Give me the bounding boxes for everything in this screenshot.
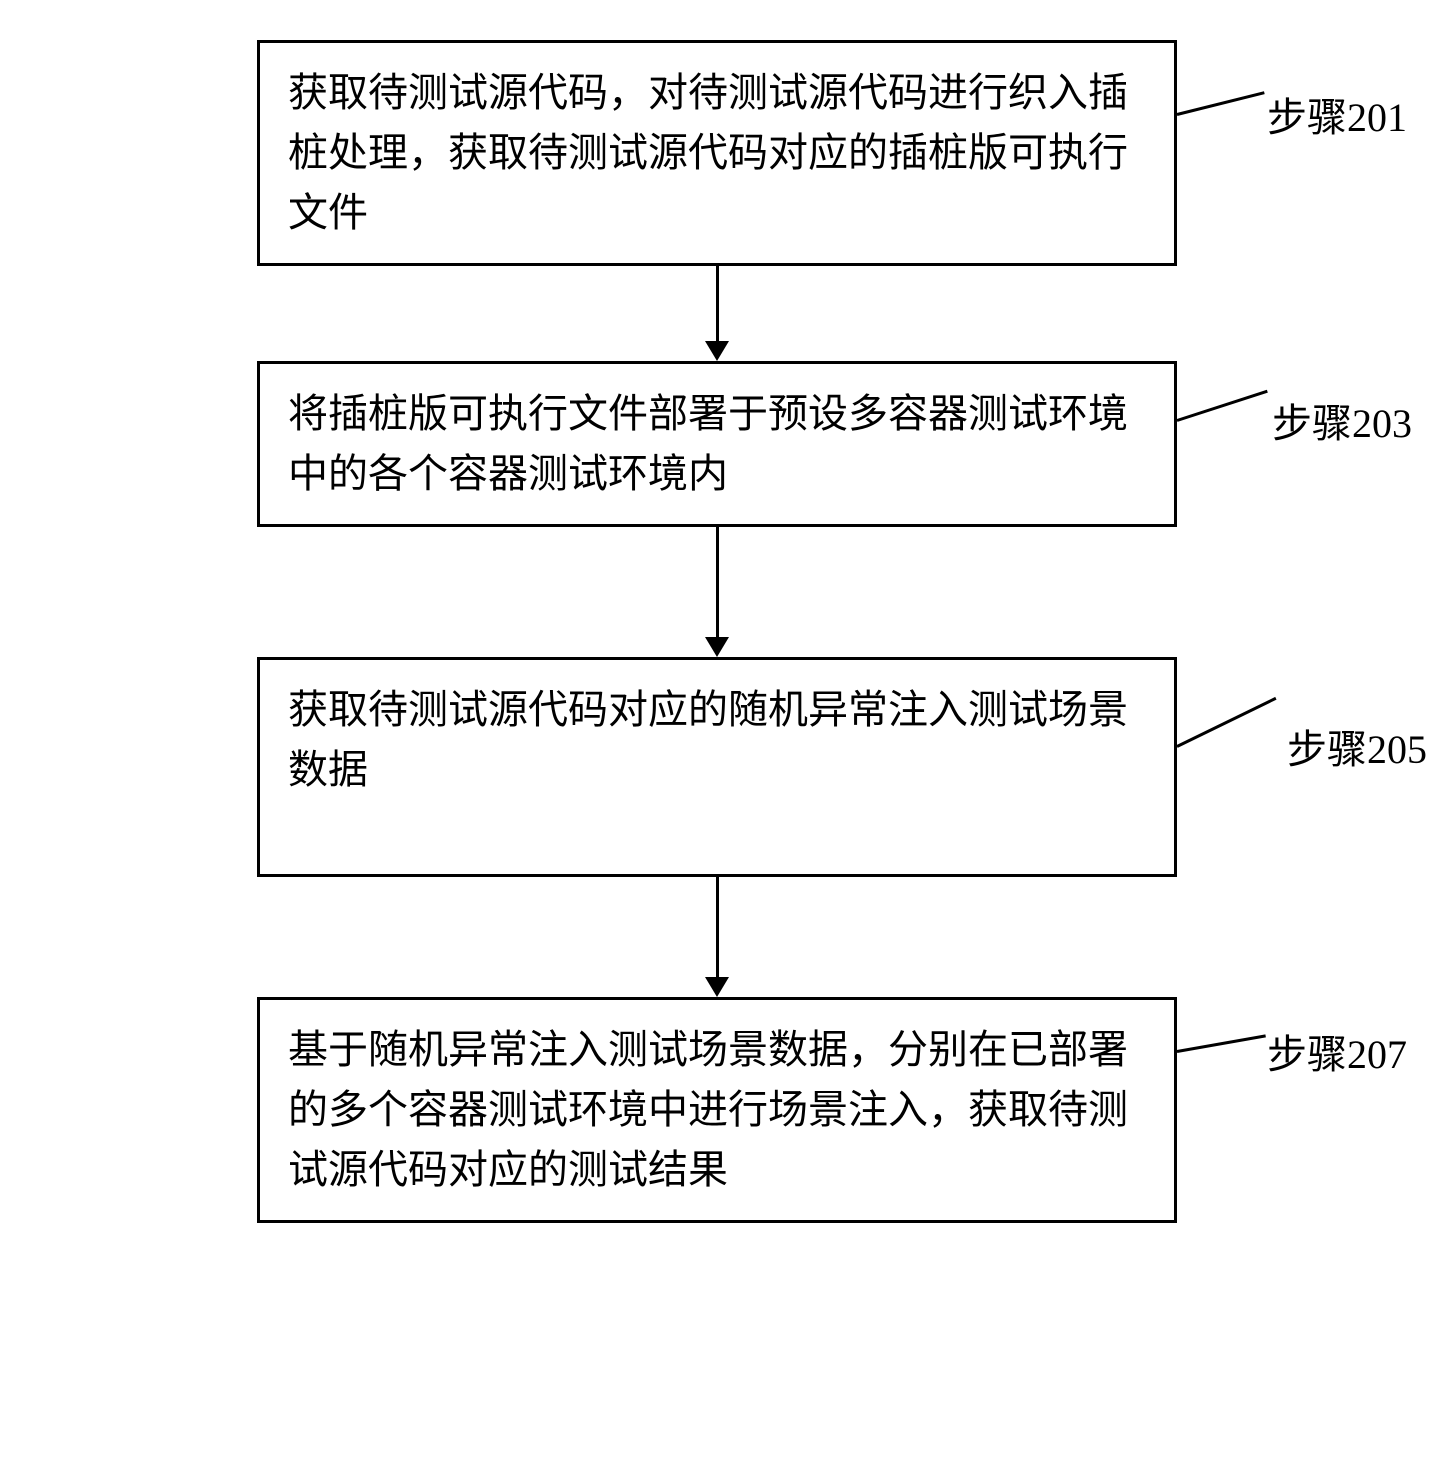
step-text-205: 获取待测试源代码对应的随机异常注入测试场景数据: [288, 687, 1128, 792]
step-text-207: 基于随机异常注入测试场景数据，分别在已部署的多个容器测试环境中进行场景注入，获取…: [288, 1027, 1128, 1192]
step-box-201: 获取待测试源代码，对待测试源代码进行织入插桩处理，获取待测试源代码对应的插桩版可…: [257, 40, 1177, 266]
step-row-201: 获取待测试源代码，对待测试源代码进行织入插桩处理，获取待测试源代码对应的插桩版可…: [60, 40, 1374, 266]
arrow-1: [705, 266, 729, 361]
step-label-207: 步骤207: [1267, 1022, 1407, 1080]
step-label-wrapper-205: 步骤205: [1177, 717, 1427, 775]
step-text-203: 将插桩版可执行文件部署于预设多容器测试环境中的各个容器测试环境内: [288, 391, 1128, 496]
flowchart-container: 获取待测试源代码，对待测试源代码进行织入插桩处理，获取待测试源代码对应的插桩版可…: [60, 40, 1374, 1223]
step-row-203: 将插桩版可执行文件部署于预设多容器测试环境中的各个容器测试环境内 步骤203: [60, 361, 1374, 527]
arrow-head-1: [705, 341, 729, 361]
step-box-203: 将插桩版可执行文件部署于预设多容器测试环境中的各个容器测试环境内: [257, 361, 1177, 527]
step-row-207: 基于随机异常注入测试场景数据，分别在已部署的多个容器测试环境中进行场景注入，获取…: [60, 997, 1374, 1223]
arrow-line-3: [716, 877, 719, 977]
step-label-wrapper-207: 步骤207: [1177, 1022, 1407, 1080]
arrow-2: [705, 527, 729, 657]
step-label-201: 步骤201: [1267, 85, 1407, 143]
connector-line-207: [1177, 1034, 1266, 1053]
arrow-3: [705, 877, 729, 997]
step-text-201: 获取待测试源代码，对待测试源代码进行织入插桩处理，获取待测试源代码对应的插桩版可…: [288, 70, 1128, 235]
connector-line-203: [1177, 389, 1268, 421]
step-row-205: 获取待测试源代码对应的随机异常注入测试场景数据 步骤205: [60, 657, 1374, 877]
step-box-207: 基于随机异常注入测试场景数据，分别在已部署的多个容器测试环境中进行场景注入，获取…: [257, 997, 1177, 1223]
step-label-205: 步骤205: [1287, 717, 1427, 775]
arrow-line-2: [716, 527, 719, 637]
step-label-203: 步骤203: [1272, 391, 1412, 449]
step-box-205: 获取待测试源代码对应的随机异常注入测试场景数据: [257, 657, 1177, 877]
step-label-wrapper-203: 步骤203: [1177, 391, 1412, 449]
arrow-line-1: [716, 266, 719, 341]
arrow-head-2: [705, 637, 729, 657]
step-label-wrapper-201: 步骤201: [1177, 85, 1407, 143]
connector-line-205: [1176, 696, 1276, 747]
connector-line-201: [1177, 91, 1265, 116]
arrow-head-3: [705, 977, 729, 997]
